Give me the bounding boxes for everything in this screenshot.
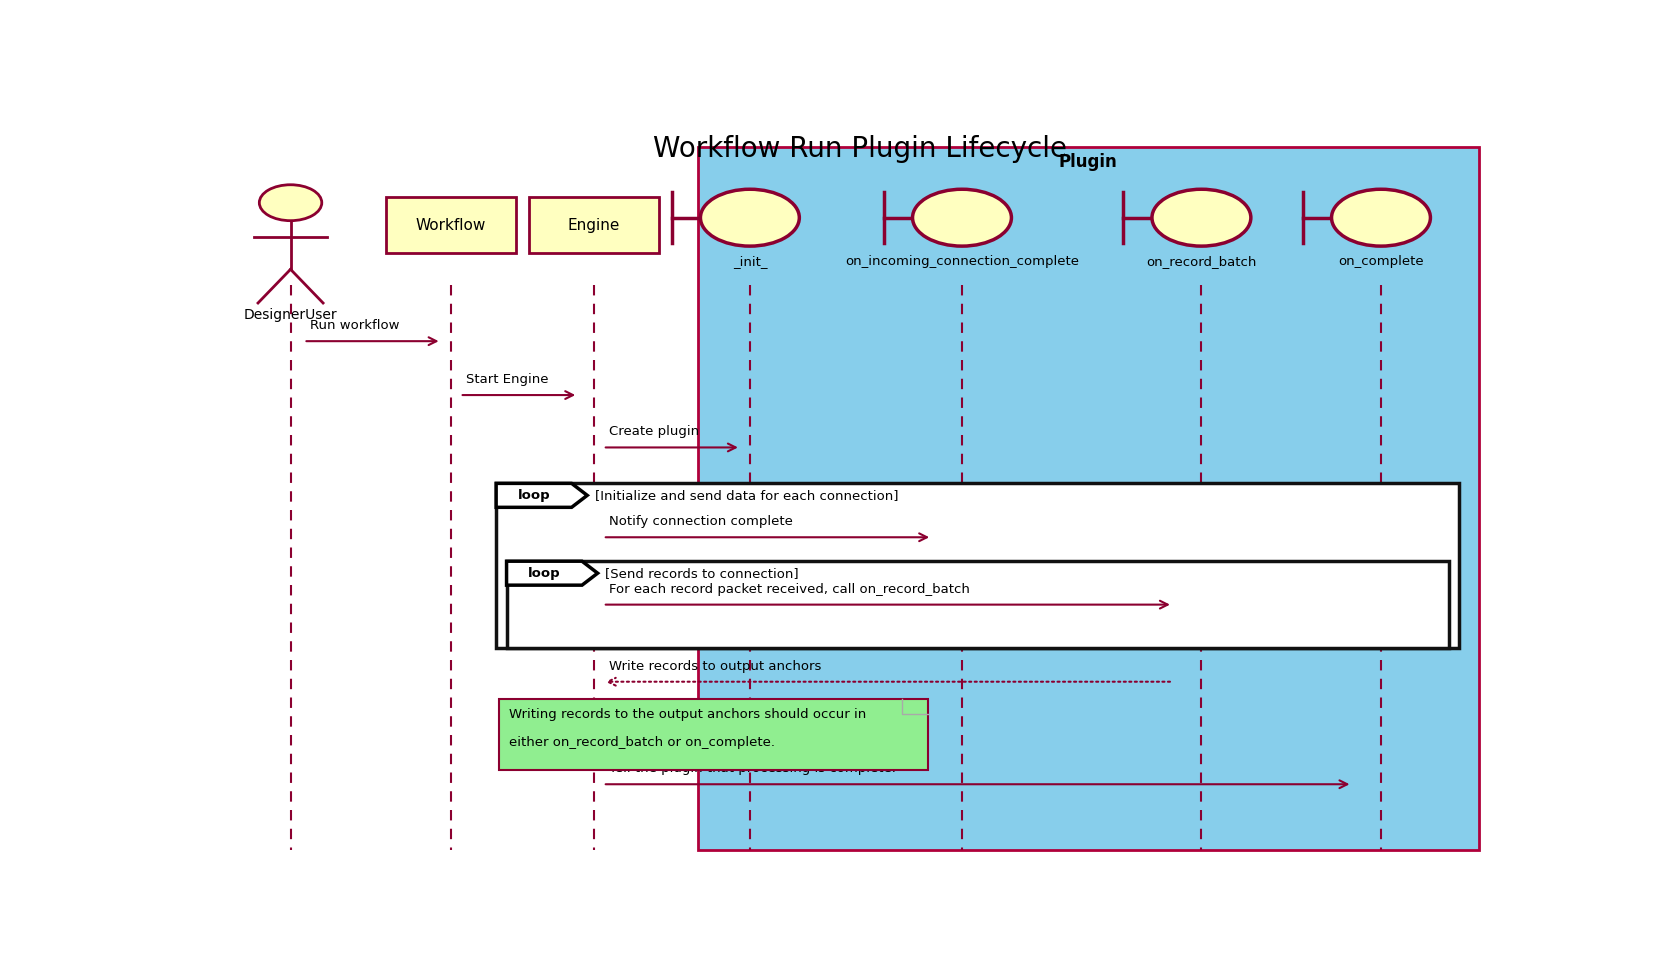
Text: For each record packet received, call on_record_batch: For each record packet received, call on… xyxy=(609,582,970,596)
Polygon shape xyxy=(497,483,588,507)
Text: Plugin: Plugin xyxy=(1059,153,1118,170)
Text: Start Engine: Start Engine xyxy=(467,373,549,386)
Polygon shape xyxy=(507,561,598,585)
Circle shape xyxy=(700,190,799,246)
Text: Tell the plugin that processing is complete.: Tell the plugin that processing is compl… xyxy=(609,762,897,776)
Bar xyxy=(507,561,1449,648)
Text: either on_record_batch or on_complete.: either on_record_batch or on_complete. xyxy=(509,737,776,749)
Text: loop: loop xyxy=(517,489,551,502)
Text: Write records to output anchors: Write records to output anchors xyxy=(609,660,821,673)
Circle shape xyxy=(913,190,1011,246)
Text: [Send records to connection]: [Send records to connection] xyxy=(606,567,799,579)
Bar xyxy=(698,147,1479,850)
Text: Workflow: Workflow xyxy=(415,218,485,232)
Text: Engine: Engine xyxy=(568,218,620,232)
Text: on_record_batch: on_record_batch xyxy=(1147,255,1256,268)
Text: Create plugin: Create plugin xyxy=(609,426,700,438)
Text: Run workflow: Run workflow xyxy=(311,319,400,332)
Text: Writing records to the output anchors should occur in: Writing records to the output anchors sh… xyxy=(509,708,866,721)
Text: [Initialize and send data for each connection]: [Initialize and send data for each conne… xyxy=(594,489,898,502)
Text: Notify connection complete: Notify connection complete xyxy=(609,515,792,529)
Text: on_incoming_connection_complete: on_incoming_connection_complete xyxy=(845,255,1080,268)
Bar xyxy=(497,483,1459,648)
Circle shape xyxy=(259,185,322,221)
Text: _init_: _init_ xyxy=(732,255,767,268)
Bar xyxy=(499,699,928,770)
Text: loop: loop xyxy=(527,567,561,579)
Circle shape xyxy=(1152,190,1251,246)
Circle shape xyxy=(1331,190,1431,246)
Bar xyxy=(386,197,515,254)
Text: on_complete: on_complete xyxy=(1338,255,1424,268)
Text: DesignerUser: DesignerUser xyxy=(243,308,337,323)
Bar xyxy=(529,197,658,254)
Text: Workflow Run Plugin Lifecycle: Workflow Run Plugin Lifecycle xyxy=(653,135,1068,163)
